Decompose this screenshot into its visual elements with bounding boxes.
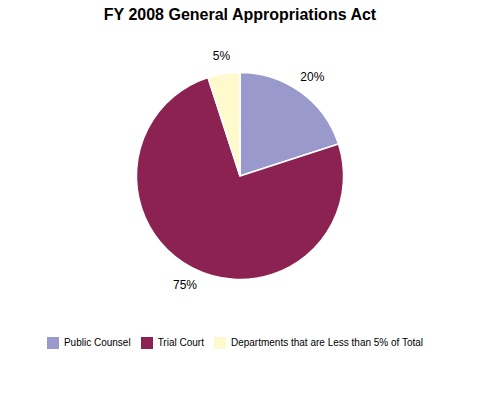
html-text:Public Counsel: Public Counsel (63, 337, 131, 348)
html-text:Departments that are Less than: Departments that are Less than 5% of Tot… (230, 337, 424, 348)
html-text:FY 2008 General Appropriations: FY 2008 General Appropriations Act (103, 6, 377, 23)
html-text:Trial Court: Trial Court (157, 337, 204, 348)
svg-text:5%: 5% (213, 49, 231, 63)
svg-text:75%: 75% (173, 278, 197, 292)
svg-text:20%: 20% (300, 70, 324, 84)
